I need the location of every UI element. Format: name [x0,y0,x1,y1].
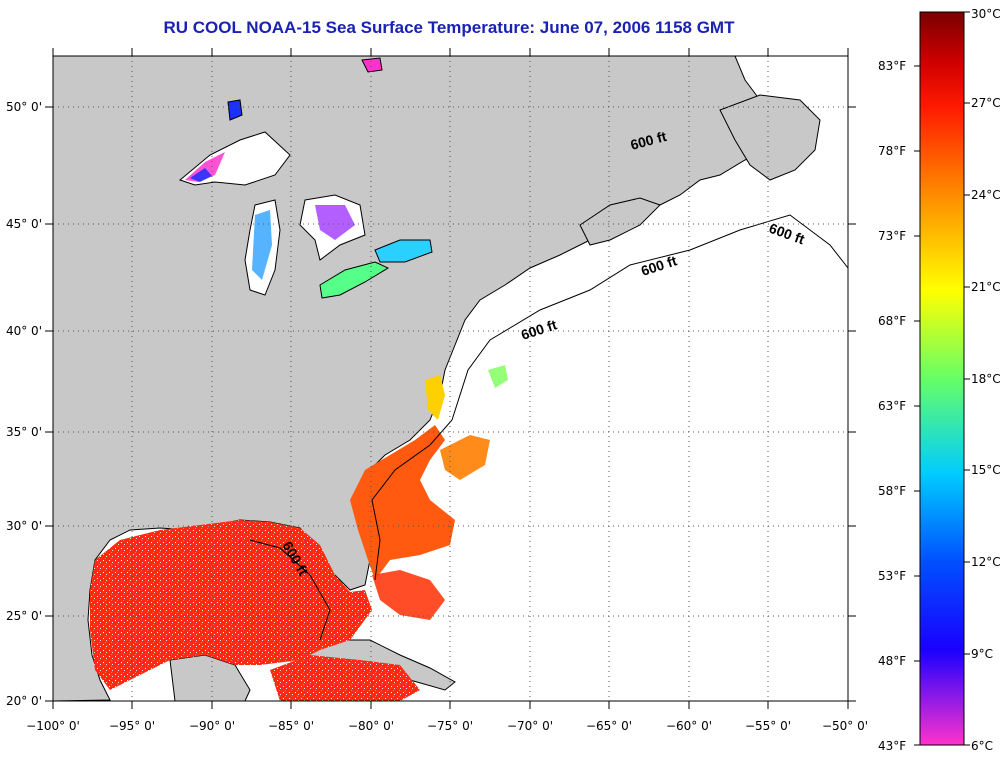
celsius-label: 18°C [971,372,1001,386]
sst-gulf-stream [350,425,455,580]
fahrenheit-label: 58°F [878,484,906,498]
lat-label: 30° 0' [6,519,42,533]
lon-label: −85° 0' [268,719,314,733]
fahrenheit-label: 43°F [878,739,906,753]
lon-label: −50° 0' [822,719,868,733]
lon-label: −90° 0' [189,719,235,733]
lake-ontario [374,239,433,263]
lat-label: 50° 0' [6,100,42,114]
lon-label: −95° 0' [109,719,155,733]
colorbar-fahrenheit-labels: 83°F 78°F 73°F 68°F 63°F 58°F 53°F 48°F … [878,59,906,753]
lon-label: −55° 0' [745,719,791,733]
longitude-labels: −100° 0' −95° 0' −90° 0' −85° 0' −80° 0'… [26,719,868,733]
celsius-label: 30°C [971,7,1001,21]
lake-superior-cold [185,152,225,182]
lat-label: 20° 0' [6,694,42,708]
land-newfoundland [719,94,821,181]
lat-label: 40° 0' [6,324,42,338]
map-title: RU COOL NOAA-15 Sea Surface Temperature:… [163,18,735,37]
lake-michigan-cold [252,210,272,280]
lake-huron-cold [315,205,355,240]
lake-superior-blue [190,168,212,182]
fahrenheit-label: 83°F [878,59,906,73]
lon-label: −60° 0' [666,719,712,733]
sst-caribbean [270,655,420,701]
colorbar-ticks [914,11,970,746]
sst-chesapeake [425,375,445,420]
axis-ticks [45,48,856,709]
fahrenheit-label: 53°F [878,569,906,583]
colorbar [919,11,965,746]
lon-label: −65° 0' [586,719,632,733]
celsius-label: 27°C [971,96,1001,110]
celsius-label: 6°C [971,739,993,753]
sst-offshore-green [488,365,508,388]
lake-north-pink [361,57,383,73]
celsius-label: 21°C [971,280,1001,294]
sst-bahamas [372,570,445,620]
fahrenheit-label: 48°F [878,654,906,668]
land-nova-scotia [579,197,661,246]
sst-offshore-patch [440,435,490,480]
lon-label: −80° 0' [348,719,394,733]
lake-nipigon [227,99,243,121]
latitude-labels: 50° 0' 45° 0' 40° 0' 35° 0' 30° 0' 25° 0… [6,100,42,708]
colorbar-celsius-labels: 30°C 27°C 24°C 21°C 18°C 15°C 12°C 9°C 6… [971,7,1001,753]
lon-label: −100° 0' [26,719,80,733]
celsius-label: 15°C [971,463,1001,477]
celsius-label: 9°C [971,647,993,661]
fahrenheit-label: 73°F [878,229,906,243]
lon-label: −75° 0' [427,719,473,733]
fahrenheit-label: 78°F [878,144,906,158]
isobath-600ft-gulf [249,539,331,641]
fahrenheit-label: 68°F [878,314,906,328]
lat-label: 25° 0' [6,609,42,623]
lat-label: 35° 0' [6,425,42,439]
sst-gulf-of-mexico [90,520,372,690]
lon-label: −70° 0' [507,719,553,733]
fahrenheit-label: 63°F [878,399,906,413]
celsius-label: 12°C [971,555,1001,569]
lat-label: 45° 0' [6,217,42,231]
isobath-600ft [371,214,848,581]
celsius-label: 24°C [971,188,1001,202]
